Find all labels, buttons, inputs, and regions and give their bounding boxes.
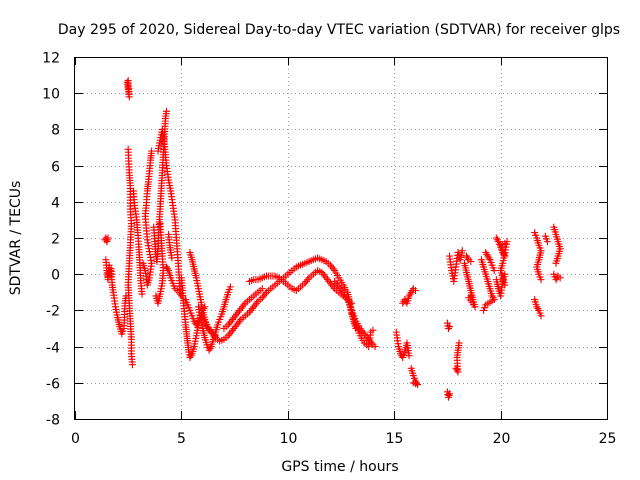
plot-frame (74, 57, 608, 420)
x-tick-labels: 0 5 10 15 20 25 (71, 431, 616, 447)
y-tick-labels: -8 -6 -4 -2 0 2 4 6 8 10 12 (42, 51, 60, 429)
y-tick-label: 4 (51, 196, 60, 212)
data-point (124, 77, 132, 85)
data-point (458, 247, 466, 255)
data-point (168, 254, 176, 262)
data-point (501, 270, 509, 278)
data-point (537, 312, 545, 320)
data-point (543, 238, 551, 246)
x-tick-label: 5 (177, 431, 186, 447)
data-point (490, 267, 498, 275)
y-tick-label: 12 (42, 51, 60, 67)
data-point (152, 292, 160, 300)
data-point (446, 323, 454, 331)
y-tick-label: 0 (51, 268, 60, 284)
x-tick-label: 0 (71, 431, 80, 447)
data-point (453, 366, 461, 374)
data-point (148, 147, 156, 155)
data-point (163, 107, 171, 115)
y-tick-label: 2 (51, 232, 60, 248)
data-point (552, 259, 560, 267)
x-axis-label: GPS time / hours (281, 459, 398, 475)
x-tick-label: 20 (493, 431, 511, 447)
data-point (128, 361, 136, 369)
data-point (480, 306, 488, 314)
data-point (369, 326, 377, 334)
data-point (467, 292, 475, 300)
data-point (446, 390, 454, 398)
data-point (371, 343, 379, 351)
x-tick-label: 15 (386, 431, 404, 447)
data-point (556, 274, 564, 282)
data-point (104, 234, 112, 242)
data-point (409, 379, 417, 387)
data-point (405, 352, 413, 360)
y-tick-label: -8 (46, 413, 60, 429)
y-tick-label: -6 (46, 377, 60, 393)
data-point (467, 258, 475, 266)
data-point (464, 254, 472, 262)
data-point (411, 286, 419, 294)
y-tick-label: 8 (51, 123, 60, 139)
data-point (537, 276, 545, 284)
y-tick-label: -2 (46, 304, 60, 320)
data-point (164, 265, 172, 273)
data-points (101, 77, 564, 401)
y-tick-label: 6 (51, 160, 60, 176)
data-point (489, 294, 497, 302)
y-tick-label: 10 (42, 87, 60, 103)
data-point (226, 283, 234, 291)
y-axis-label: SDTVAR / TECUs (8, 181, 24, 296)
data-point (455, 339, 463, 347)
chart-title: Day 295 of 2020, Sidereal Day-to-day VTE… (58, 22, 620, 38)
x-tick-label: 10 (280, 431, 298, 447)
data-point (258, 285, 266, 293)
data-point (138, 290, 146, 298)
x-tick-label: 25 (599, 431, 617, 447)
y-tick-label: -4 (46, 341, 60, 357)
